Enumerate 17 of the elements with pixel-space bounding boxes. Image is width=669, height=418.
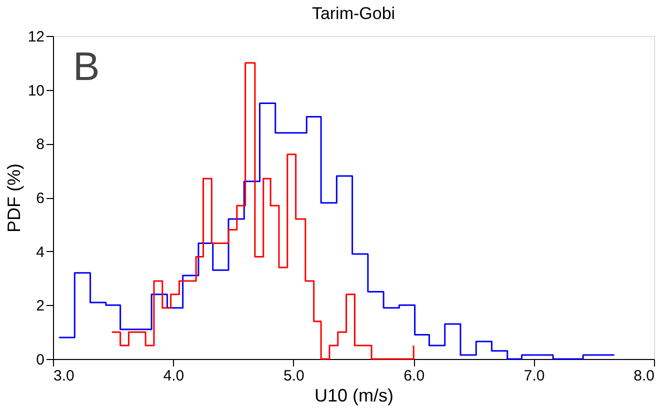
x-tick-label: 8.0 [634,368,654,384]
y-tick-label: 8 [36,136,44,154]
x-tick-label: 3.0 [54,368,74,384]
x-tick-label: 5.0 [283,368,304,384]
y-tick-label: 6 [36,190,44,207]
y-tick-label: 4 [36,244,44,261]
y-tick-label: 2 [36,298,44,315]
x-axis-title: U10 (m/s) [314,386,394,406]
x-tick-label: 7.0 [524,368,545,384]
x-tick-label: 6.0 [404,368,425,384]
annotation: B [73,45,100,89]
y-tick-label: 10 [28,82,44,100]
y-axis-title: PDF (%) [4,164,24,232]
y-tick-label: 12 [28,28,44,46]
y-tick-label: 0 [36,352,44,368]
chart-title: Tarim-Gobi [312,4,396,23]
x-tick-label: 4.0 [163,368,184,384]
